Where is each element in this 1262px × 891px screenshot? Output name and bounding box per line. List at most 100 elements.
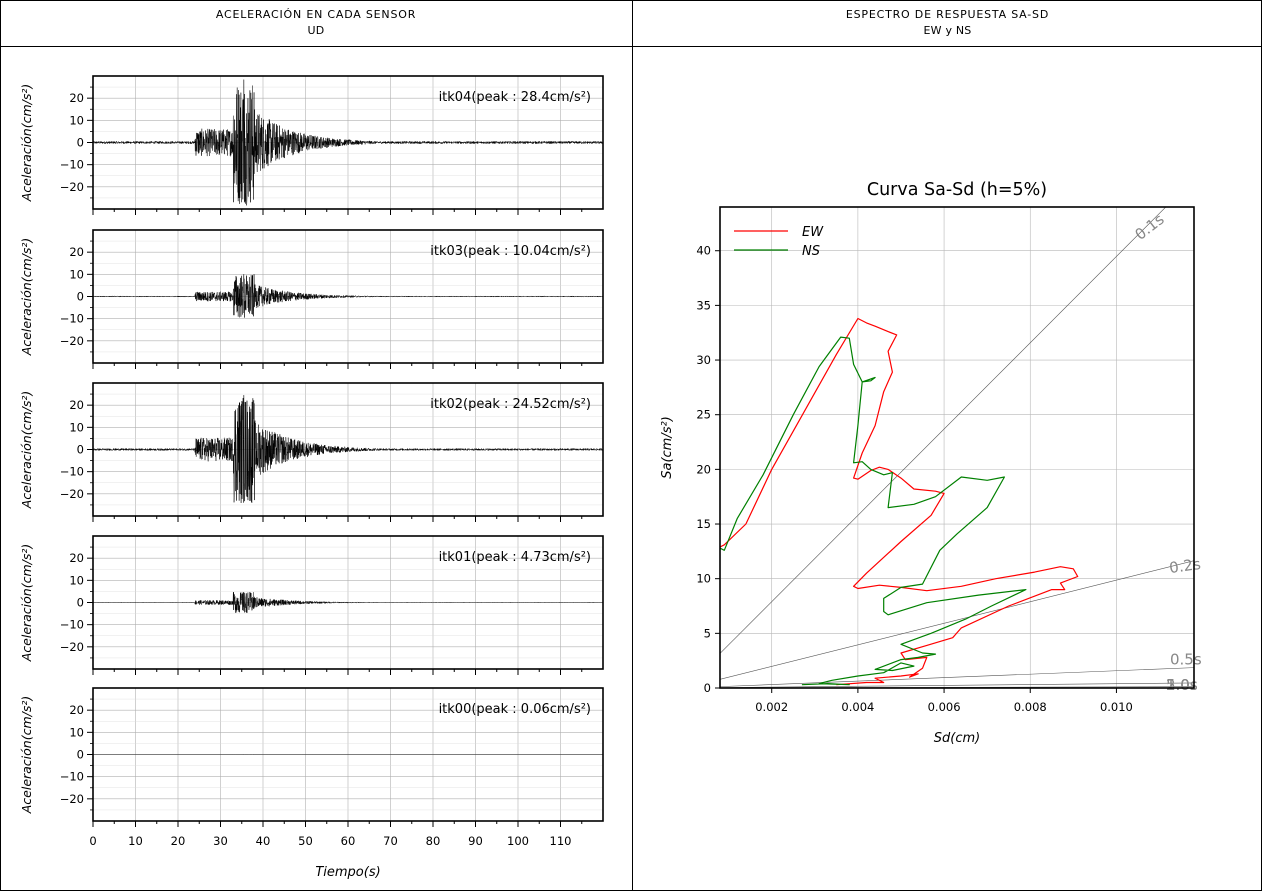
accel-ylabel: Aceleración(cm/s²) [19,696,34,815]
sasd-series-EW [720,317,1079,686]
y-tick-label: 10 [69,113,84,127]
sasd-x-tick-label: 0.008 [1014,700,1047,714]
sasd-axes-frame [719,206,1195,689]
panel-divider [632,0,633,891]
peak-label-itk02: itk02(peak : 24.52cm/s²) [430,397,591,412]
y-tick-label: 20 [69,398,84,412]
x-tick-label: 80 [426,834,441,848]
x-tick-label: 70 [383,834,398,848]
sasd-x-tick-label: 0.010 [1100,700,1133,714]
y-tick-label: 0 [77,290,84,304]
x-tick-label: 10 [128,834,143,848]
sasd-title: Curva Sa-Sd (h=5%) [867,180,1047,200]
y-tick-label: 0 [77,596,84,610]
sasd-y-tick-label: 0 [704,681,711,695]
y-tick-label: 0 [77,748,84,762]
accel-subplot-itk02: 20 10 0 −10 −20 itk02(peak : 24.52cm/s²) Acele… [19,382,604,522]
y-tick-label: −10 [60,465,84,479]
accel-ylabel: Aceleración(cm/s²) [19,391,34,510]
y-tick-label: −10 [60,770,84,784]
accel-trace-itk03 [92,274,604,318]
sasd-y-tick-label: 15 [696,517,711,531]
sasd-series-NS [720,336,1027,686]
sasd-y-tick-label: 10 [696,572,711,586]
sasd-y-tick-label: 35 [696,298,711,312]
y-tick-label: 20 [69,551,84,565]
right-panel-header: ESPECTRO DE RESPUESTA SA-SD EW y NS [633,0,1262,46]
accel-subplot-itk04: 20 10 0 −10 −20 itk04(peak : 28.4cm/s²) Aceler… [19,75,604,215]
period-label-1.0s: 1.0s [1166,676,1198,694]
y-tick-label: 10 [69,420,84,434]
y-tick-label: −20 [60,334,84,348]
right-panel-subtitle: EW y NS [923,24,972,37]
x-tick-label: 90 [468,834,483,848]
accel-subplot-itk03: 20 10 0 −10 −20 itk03(peak : 10.04cm/s²) Acele… [19,229,604,369]
y-tick-label: −20 [60,487,84,501]
sasd-y-tick-label: 20 [696,462,711,476]
left-panel-title: ACELERACIÓN EN CADA SENSOR [215,8,417,21]
legend-label-NS: NS [802,244,820,259]
period-label-0.5s: 0.5s [1170,651,1202,669]
y-tick-label: −10 [60,312,84,326]
x-tick-label: 40 [256,834,271,848]
peak-label-itk04: itk04(peak : 28.4cm/s²) [439,90,591,105]
y-tick-label: −10 [60,618,84,632]
accel-trace-itk01 [92,592,604,613]
sasd-y-tick-label: 5 [704,626,711,640]
x-tick-label: 30 [213,834,228,848]
right-panel-title: ESPECTRO DE RESPUESTA SA-SD [845,8,1050,21]
sasd-y-tick-label: 30 [696,353,711,367]
period-label-0.1s: 0.1s [1132,210,1168,244]
peak-label-itk03: itk03(peak : 10.04cm/s²) [430,244,591,259]
period-line-0.5s [720,667,1194,687]
period-line-1.0s [720,682,1194,688]
accel-ylabel: Aceleración(cm/s²) [19,544,34,663]
sasd-ylabel: Sa(cm/s²) [660,416,675,479]
y-tick-label: 10 [69,725,84,739]
y-tick-label: −20 [60,792,84,806]
sasd-y-tick-label: 25 [696,408,711,422]
accel-subplot-itk01: 20 10 0 −10 −20 itk01(peak : 4.73cm/s²) Aceler… [19,535,604,675]
x-tick-label: 110 [550,834,572,848]
y-tick-label: 0 [77,136,84,150]
accel-xlabel: Tiempo(s) [315,865,380,880]
x-tick-label: 0 [89,834,96,848]
left-panel-header: ACELERACIÓN EN CADA SENSOR UD [0,0,632,46]
x-tick-label: 100 [507,834,529,848]
sasd-xlabel: Sd(cm) [934,731,980,746]
y-tick-label: −10 [60,158,84,172]
y-tick-label: 20 [69,703,84,717]
accel-trace-itk04 [92,79,604,206]
accel-trace-itk02 [92,395,604,503]
accel-ylabel: Aceleración(cm/s²) [19,238,34,357]
sasd-x-tick-label: 0.006 [928,700,961,714]
x-tick-label: 60 [341,834,356,848]
sasd-inner [720,207,1194,688]
y-tick-label: 10 [69,267,84,281]
sasd-legend: EW NS [734,225,824,259]
accel-ylabel: Aceleración(cm/s²) [19,84,34,203]
header-divider [0,46,1262,47]
x-tick-label: 20 [171,834,186,848]
period-label-0.2s: 0.2s [1168,555,1202,577]
legend-label-EW: EW [802,225,824,240]
sasd-y-tick-label: 40 [696,244,711,258]
left-panel-subtitle: UD [307,24,325,37]
y-tick-label: 0 [77,443,84,457]
y-tick-label: −20 [60,640,84,654]
sasd-x-tick-label: 0.002 [755,700,788,714]
period-label-5.0s: 5.0s [1166,676,1198,694]
period-line-0.1s [720,207,1167,654]
sasd-x-tick-label: 0.004 [841,700,874,714]
y-tick-label: −20 [60,180,84,194]
y-tick-label: 10 [69,573,84,587]
period-label-2.0s: 2.0s [1166,676,1198,694]
y-tick-label: 20 [69,245,84,259]
x-tick-label: 50 [298,834,313,848]
accel-subplot-itk00: 20 10 0 −10 −20 itk00(peak : 0.06cm/s²) Aceler… [19,687,604,827]
y-tick-label: 20 [69,91,84,105]
peak-label-itk01: itk01(peak : 4.73cm/s²) [439,550,591,565]
sasd-plot: 0.1s 0.2s 0.5s 1.0s2.0s5.0s 0.002 0.004 0.006 0… [660,180,1202,746]
